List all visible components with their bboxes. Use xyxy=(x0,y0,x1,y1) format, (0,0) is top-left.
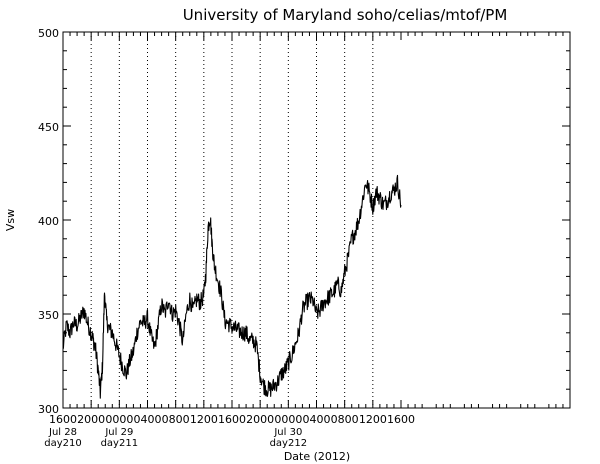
day-date-label: Jul 29 xyxy=(104,427,133,438)
x-axis: 1600 2000 0000 0400 0800 1200 1600 2000 0000 0400… xyxy=(49,32,564,426)
y-tick-label: 350 xyxy=(38,309,59,322)
y-tick-label: 300 xyxy=(38,403,59,416)
x-tick-label: 1600 xyxy=(218,413,246,426)
series-line xyxy=(62,174,402,399)
day-of-year-label: day212 xyxy=(270,438,307,449)
day-date-label: Jul 30 xyxy=(273,427,302,438)
x-axis-label: Date (2012) xyxy=(284,450,350,463)
x-tick-label: 1200 xyxy=(190,413,218,426)
x-tick-label: 0400 xyxy=(134,413,162,426)
x-tick-label: 0400 xyxy=(303,413,331,426)
x-tick-label: 1200 xyxy=(359,413,387,426)
y-axis-label: Vsw xyxy=(4,209,17,231)
day-of-year-label: day210 xyxy=(44,438,81,449)
y-tick-label: 500 xyxy=(38,27,59,40)
x-tick-label: 1600 xyxy=(49,413,77,426)
y-tick-label: 400 xyxy=(38,215,59,228)
x-tick-label: 0800 xyxy=(331,413,359,426)
x-tick-label: 2000 xyxy=(246,413,274,426)
x-tick-label: 0800 xyxy=(162,413,190,426)
gridlines xyxy=(90,32,374,408)
day-date-label: Jul 28 xyxy=(48,427,77,438)
chart-title: University of Maryland soho/celias/mtof/… xyxy=(183,6,508,24)
x-tick-label: 0000 xyxy=(274,413,302,426)
y-axis: 300 350 400 450 500 xyxy=(38,27,570,416)
x-tick-label: 2000 xyxy=(77,413,105,426)
x-tick-label: 0000 xyxy=(105,413,133,426)
day-of-year-label: day211 xyxy=(101,438,138,449)
x-tick-label: 1600 xyxy=(387,413,415,426)
y-tick-label: 450 xyxy=(38,121,59,134)
